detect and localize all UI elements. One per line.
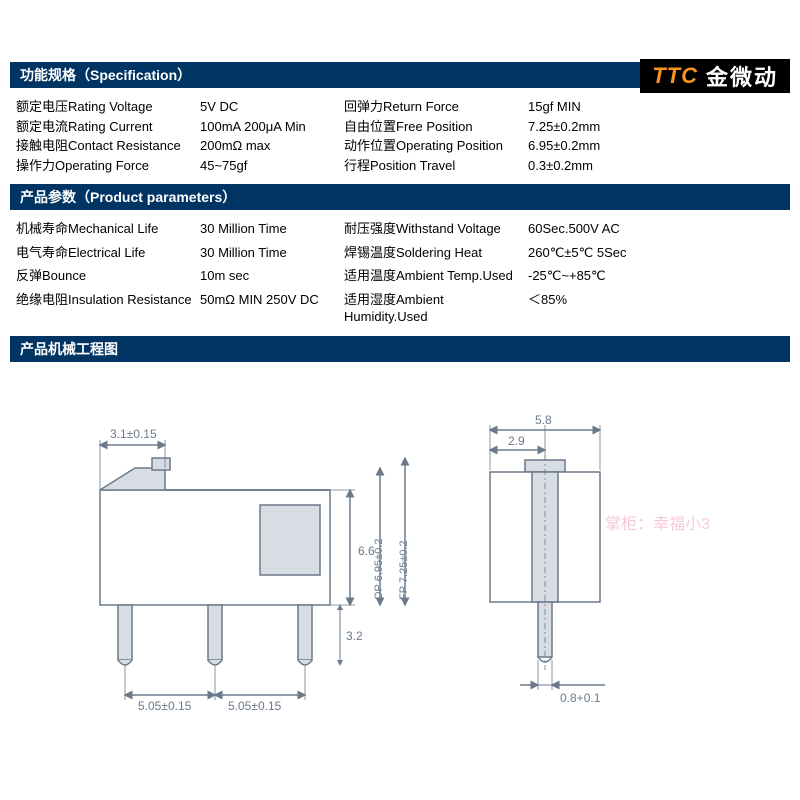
param-value: 50mΩ MIN 250V DC: [200, 291, 340, 326]
spec-value: 200mΩ max: [200, 137, 340, 155]
drawing-svg: 3.1±0.15 6.6 OP 6.95±0.2 FP 7.25±0.2 3.2…: [10, 370, 790, 730]
param-value: -25℃~+85℃: [528, 267, 668, 285]
param-value: 30 Million Time: [200, 220, 340, 238]
spec-label: 操作力Operating Force: [16, 157, 196, 175]
params-table: 机械寿命Mechanical Life 30 Million Time 耐压强度…: [10, 218, 790, 336]
spec-value: 6.95±0.2mm: [528, 137, 668, 155]
dim-op: OP 6.95±0.2: [373, 538, 385, 600]
param-value: 10m sec: [200, 267, 340, 285]
brand-cn: 金微动: [706, 60, 778, 92]
spec-label: 自由位置Free Position: [344, 118, 524, 136]
spec-value: 7.25±0.2mm: [528, 118, 668, 136]
spec-label: 额定电压Rating Voltage: [16, 98, 196, 116]
spec-label: 额定电流Rating Current: [16, 118, 196, 136]
spec-value: 15gf MIN: [528, 98, 668, 116]
dim-top-left: 3.1±0.15: [110, 427, 157, 441]
brand-bar: TTC 金微动: [640, 59, 790, 93]
dim-pin-w: 0.8+0.1: [560, 691, 601, 705]
dim-width-half: 2.9: [508, 434, 525, 448]
param-value: 260℃±5℃ 5Sec: [528, 244, 668, 262]
param-label: 电气寿命Electrical Life: [16, 244, 196, 262]
param-label: 绝缘电阻Insulation Resistance: [16, 291, 196, 326]
param-value: ＜85%: [528, 291, 668, 326]
param-label: 机械寿命Mechanical Life: [16, 220, 196, 238]
param-value: 30 Million Time: [200, 244, 340, 262]
param-label: 焊锡温度Soldering Heat: [344, 244, 524, 262]
section-drawing-header: 产品机械工程图: [10, 336, 790, 362]
spec-label: 动作位置Operating Position: [344, 137, 524, 155]
dim-fp: FP 7.25±0.2: [398, 540, 410, 600]
watermark: 掌柜：幸福小3: [605, 510, 710, 534]
brand-ttc: TTC: [640, 63, 706, 89]
spec-label: 行程Position Travel: [344, 157, 524, 175]
dim-width: 5.8: [535, 413, 552, 427]
dim-pin-h: 3.2: [346, 629, 363, 643]
spec-value: 100mA 200μA Min: [200, 118, 340, 136]
param-label: 反弹Bounce: [16, 267, 196, 285]
spec-label: 回弹力Return Force: [344, 98, 524, 116]
spec-value: 0.3±0.2mm: [528, 157, 668, 175]
section-params-header: 产品参数（Product parameters）: [10, 184, 790, 210]
spec-label: 接触电阻Contact Resistance: [16, 137, 196, 155]
dim-pitch-a: 5.05±0.15: [138, 699, 192, 713]
mechanical-drawing: 3.1±0.15 6.6 OP 6.95±0.2 FP 7.25±0.2 3.2…: [10, 370, 790, 730]
spec-value: 5V DC: [200, 98, 340, 116]
param-label: 适用湿度Ambient Humidity.Used: [344, 291, 524, 326]
spec-table: 额定电压Rating Voltage 5V DC 回弹力Return Force…: [10, 96, 790, 184]
spec-value: 45~75gf: [200, 157, 340, 175]
param-value: 60Sec.500V AC: [528, 220, 668, 238]
param-label: 耐压强度Withstand Voltage: [344, 220, 524, 238]
param-label: 适用温度Ambient Temp.Used: [344, 267, 524, 285]
dim-pitch-b: 5.05±0.15: [228, 699, 282, 713]
